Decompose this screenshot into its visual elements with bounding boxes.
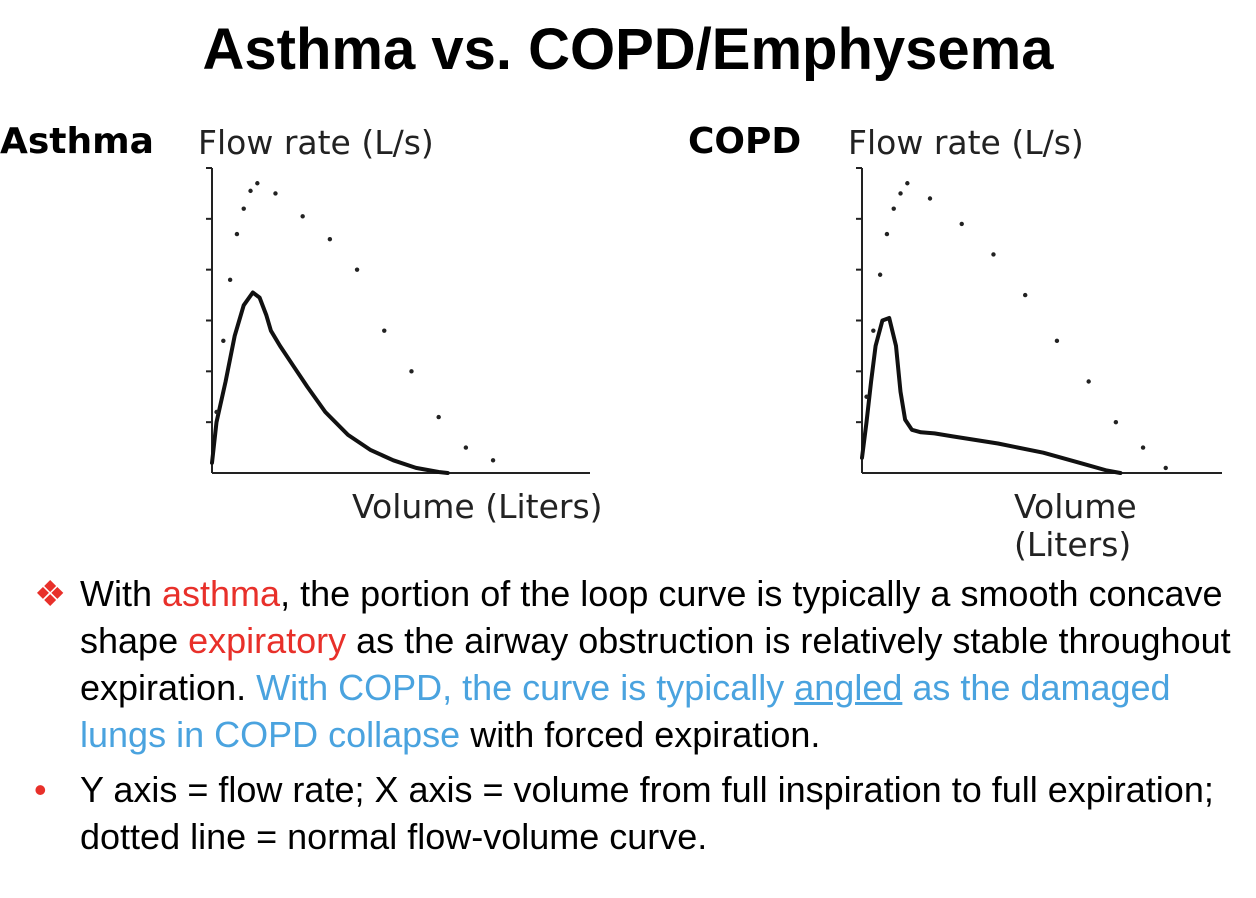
highlight-angled: angled xyxy=(794,667,903,708)
bullet-text: With asthma, the portion of the loop cur… xyxy=(80,570,1234,758)
normal-curve-point xyxy=(1163,465,1168,471)
normal-curve-point xyxy=(905,181,910,186)
copd-chart-label: COPD xyxy=(688,121,802,162)
text-segment: , the portion of the loop curve is typic… xyxy=(80,573,1223,661)
normal-curve-point xyxy=(927,196,933,201)
normal-curve-point xyxy=(864,394,869,399)
normal-curve-point xyxy=(300,214,305,219)
normal-curve-point xyxy=(871,328,876,333)
normal-curve-point xyxy=(877,272,883,277)
normal-curve-point xyxy=(409,369,414,374)
flow-volume-curve xyxy=(210,290,450,475)
normal-curve-point xyxy=(891,206,896,211)
normal-curve-point xyxy=(255,181,260,186)
normal-curve-point xyxy=(214,409,219,415)
normal-curve-point xyxy=(1113,419,1119,425)
normal-curve-point xyxy=(884,231,890,237)
text-segment: With xyxy=(80,573,163,614)
normal-curve-point xyxy=(1054,338,1060,344)
normal-curve-point xyxy=(436,414,441,420)
normal-curve-point xyxy=(463,445,469,450)
normal-curve-point xyxy=(382,328,387,333)
highlight-copd: With COPD, the curve is typically xyxy=(256,667,795,708)
text-segment: with forced expiration. xyxy=(460,714,821,755)
normal-curve-point xyxy=(1140,445,1146,450)
normal-curve-point xyxy=(248,188,253,194)
normal-curve-point xyxy=(234,231,240,237)
bullet-list: ❖ With asthma, the portion of the loop c… xyxy=(34,570,1234,860)
normal-curve-point xyxy=(1086,379,1091,384)
normal-curve-point xyxy=(221,338,226,344)
normal-curve-point xyxy=(354,267,360,272)
normal-curve-point xyxy=(898,191,903,196)
normal-curve-point xyxy=(959,221,964,227)
asthma-flow-volume-chart xyxy=(206,167,590,475)
normal-curve-point xyxy=(991,252,996,257)
normal-curve-point xyxy=(227,277,233,283)
asthma-y-axis-title: Flow rate (L/s) xyxy=(198,123,434,162)
page-title: Asthma vs. COPD/Emphysema xyxy=(202,17,1054,82)
copd-flow-volume-chart xyxy=(856,167,1222,475)
bullet-item-asthma-copd: ❖ With asthma, the portion of the loop c… xyxy=(34,570,1234,758)
normal-curve-point xyxy=(327,236,333,242)
normal-curve-point xyxy=(241,206,246,211)
text-segment: as the airway obstruction is relatively … xyxy=(80,620,1231,708)
asthma-x-axis-title: Volume (Liters) xyxy=(352,487,603,526)
diamond-bullet-icon: ❖ xyxy=(34,573,67,614)
copd-x-axis-title: Volume (Liters) xyxy=(1014,487,1137,564)
bullet-text: Y axis = flow rate; X axis = volume from… xyxy=(80,769,1214,857)
highlight-expiratory: expiratory xyxy=(188,620,347,661)
normal-curve-point xyxy=(490,458,496,463)
asthma-chart-label: Asthma xyxy=(0,121,154,162)
normal-curve-point xyxy=(1023,292,1028,298)
normal-curve-point xyxy=(273,191,278,196)
dot-bullet-icon: • xyxy=(34,769,47,810)
bullet-item-axes: • Y axis = flow rate; X axis = volume fr… xyxy=(34,766,1234,860)
highlight-asthma: asthma xyxy=(162,573,281,614)
copd-y-axis-title: Flow rate (L/s) xyxy=(848,123,1084,162)
highlight-collapse: as the damaged lungs in COPD collapse xyxy=(80,667,1171,755)
flow-volume-curve xyxy=(860,316,1123,475)
